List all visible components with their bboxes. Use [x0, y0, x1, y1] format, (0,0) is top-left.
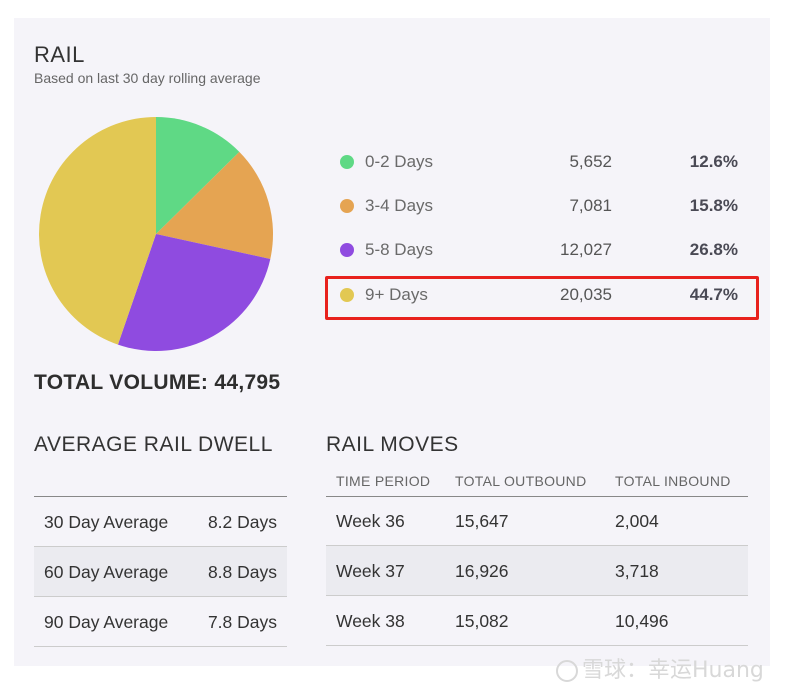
table-row: 60 Day Average 8.8 Days — [34, 547, 287, 597]
dwell-label: 90 Day Average — [44, 612, 169, 632]
table-row: Week 36 15,647 2,004 — [326, 496, 748, 546]
legend-percent: 44.7% — [689, 285, 738, 304]
moves-table: Week 36 15,647 2,004 Week 37 16,926 3,71… — [326, 496, 748, 646]
table-row: 90 Day Average 7.8 Days — [34, 597, 287, 647]
rail-card: RAIL Based on last 30 day rolling averag… — [14, 18, 770, 666]
legend-dot-3-4-days — [340, 199, 354, 213]
cell-outbound: 16,926 — [455, 561, 509, 581]
legend-percent: 12.6% — [689, 152, 738, 171]
cell-outbound: 15,647 — [455, 511, 509, 531]
legend-percent: 26.8% — [689, 240, 738, 259]
table-row: 30 Day Average 8.2 Days — [34, 497, 287, 547]
legend-count: 5,652 — [569, 152, 612, 171]
dwell-title: AVERAGE RAIL DWELL — [34, 433, 273, 456]
page-subtitle: Based on last 30 day rolling average — [34, 70, 261, 86]
snowball-logo-icon — [556, 660, 578, 682]
moves-title: RAIL MOVES — [326, 433, 459, 456]
dwell-value: 8.2 Days — [207, 512, 277, 532]
table-row: Week 37 16,926 3,718 — [326, 546, 748, 596]
cell-period: Week 38 — [336, 611, 405, 631]
dwell-value: 7.8 Days — [207, 612, 277, 632]
legend-count: 7,081 — [569, 196, 612, 215]
legend-row-9-plus-days: 9+ Days 20,035 44.7% — [340, 274, 740, 318]
legend-dot-9-plus-days — [340, 288, 354, 302]
dwell-label: 60 Day Average — [44, 562, 169, 582]
total-volume: TOTAL VOLUME: 44,795 — [34, 371, 281, 394]
legend-label: 3-4 Days — [365, 196, 434, 215]
column-header-total-outbound: TOTAL OUTBOUND — [455, 473, 587, 489]
watermark: 雪球：幸运Huang — [556, 652, 764, 684]
legend-count: 12,027 — [560, 240, 612, 259]
legend-dot-0-2-days — [340, 155, 354, 169]
legend-count: 20,035 — [560, 285, 612, 304]
cell-inbound: 3,718 — [615, 561, 659, 581]
cell-outbound: 15,082 — [455, 611, 509, 631]
legend-dot-5-8-days — [340, 243, 354, 257]
legend-percent: 15.8% — [689, 196, 738, 215]
cell-period: Week 37 — [336, 561, 405, 581]
dwell-value: 8.8 Days — [207, 562, 277, 582]
dwell-table: 30 Day Average 8.2 Days 60 Day Average 8… — [34, 496, 287, 647]
legend-row-3-4-days: 3-4 Days 7,081 15.8% — [340, 185, 740, 229]
pie-slice-5-8-days — [117, 234, 271, 351]
cell-inbound: 2,004 — [615, 511, 659, 531]
legend-label: 9+ Days — [365, 285, 428, 304]
watermark-text: 雪球：幸运Huang — [582, 658, 764, 683]
table-row: Week 38 15,082 10,496 — [326, 596, 748, 646]
column-header-time-period: TIME PERIOD — [336, 473, 431, 489]
pie-chart — [39, 117, 273, 351]
legend-row-0-2-days: 0-2 Days 5,652 12.6% — [340, 141, 740, 185]
pie-slice-0-2-days — [156, 117, 240, 234]
legend-row-5-8-days: 5-8 Days 12,027 26.8% — [340, 229, 740, 273]
dwell-label: 30 Day Average — [44, 512, 169, 532]
highlight-box — [325, 276, 759, 320]
page-title: RAIL — [34, 42, 85, 67]
moves-header: TIME PERIOD TOTAL OUTBOUND TOTAL INBOUND — [326, 470, 748, 497]
cell-period: Week 36 — [336, 511, 405, 531]
cell-inbound: 10,496 — [615, 611, 669, 631]
column-header-total-inbound: TOTAL INBOUND — [615, 473, 731, 489]
legend-label: 5-8 Days — [365, 240, 434, 259]
pie-slice-9-plus-days — [39, 117, 156, 345]
legend-label: 0-2 Days — [365, 152, 434, 171]
pie-slice-3-4-days — [156, 151, 273, 259]
